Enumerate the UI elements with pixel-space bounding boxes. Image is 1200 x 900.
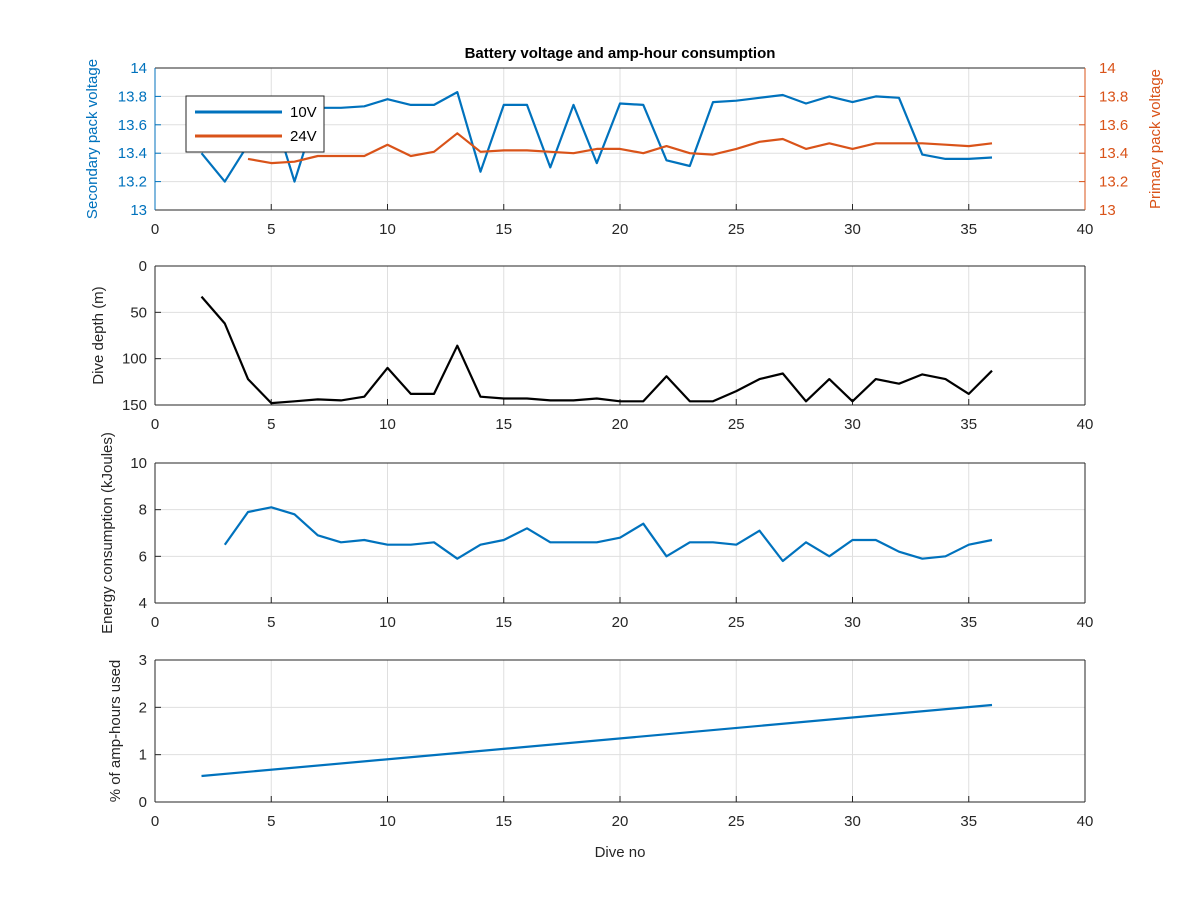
x-tick-label: 15 <box>495 221 512 238</box>
y-tick-label: 100 <box>122 351 147 368</box>
x-tick-label: 20 <box>612 614 629 631</box>
y-tick-label: 0 <box>139 794 147 811</box>
x-tick-label: 5 <box>267 813 275 830</box>
x-tick-label: 10 <box>379 614 396 631</box>
y-axis-label: % of amp-hours used <box>107 660 124 803</box>
x-tick-label: 30 <box>844 614 861 631</box>
x-tick-label: 0 <box>151 221 159 238</box>
x-tick-label: 35 <box>960 221 977 238</box>
x-tick-label: 15 <box>495 614 512 631</box>
y2-tick-label: 13.6 <box>1099 117 1128 134</box>
y-tick-label: 4 <box>139 595 147 612</box>
subplot-2: 0 5 10 15 20 25 30 35 40 0 50 100 150 Dive depth (m) <box>90 258 1093 433</box>
y2-tick-label: 13.2 <box>1099 174 1128 191</box>
series-line-10v <box>200 90 993 183</box>
legend-box <box>185 95 325 153</box>
y2-tick-label: 13.4 <box>1099 145 1128 162</box>
x-tick-label: 25 <box>728 614 745 631</box>
x-tick-label: 40 <box>1077 813 1094 830</box>
y2-tick-label: 13 <box>1099 202 1116 219</box>
series-line-p4-1 <box>201 703 993 778</box>
legend-label-10v: 10V <box>290 104 317 121</box>
x-tick-label: 20 <box>612 813 629 830</box>
y-axis-label: Secondary pack voltage <box>84 59 101 219</box>
x-tick-label: 20 <box>612 221 629 238</box>
y-tick-label: 3 <box>139 652 147 669</box>
x-tick-label: 40 <box>1077 416 1094 433</box>
y-tick-label: 13.2 <box>118 174 147 191</box>
x-axis-label: Dive no <box>595 844 646 861</box>
y-tick-label: 10 <box>130 455 147 472</box>
y2-tick-label: 14 <box>1099 60 1116 77</box>
x-tick-label: 10 <box>379 813 396 830</box>
x-tick-label: 15 <box>495 813 512 830</box>
subplot-1: 0 5 10 15 20 25 30 35 40 13 13.2 13.4 13.6 13.8 14 13 13… <box>84 59 1164 238</box>
x-tick-label: 20 <box>612 416 629 433</box>
y-tick-label: 6 <box>139 548 147 565</box>
x-tick-label: 25 <box>728 416 745 433</box>
y-tick-label: 13.4 <box>118 145 147 162</box>
series-line-p3-1 <box>223 506 993 563</box>
x-tick-label: 35 <box>960 614 977 631</box>
y-axis-label: Energy consumption (kJoules) <box>99 432 116 634</box>
x-tick-label: 0 <box>151 813 159 830</box>
y-tick-label: 13 <box>130 202 147 219</box>
series-line-p2-1 <box>200 295 993 405</box>
y-axis-label: Dive depth (m) <box>90 286 107 384</box>
chart-title: Battery voltage and amp-hour consumption <box>465 45 776 62</box>
y-tick-label: 150 <box>122 397 147 414</box>
y-tick-label: 14 <box>130 60 147 77</box>
y-tick-label: 1 <box>139 747 147 764</box>
y2-tick-label: 13.8 <box>1099 88 1128 105</box>
y-tick-label: 13.8 <box>118 88 147 105</box>
x-tick-label: 40 <box>1077 221 1094 238</box>
x-tick-label: 5 <box>267 614 275 631</box>
x-tick-label: 10 <box>379 221 396 238</box>
y-tick-label: 8 <box>139 502 147 519</box>
x-tick-label: 0 <box>151 416 159 433</box>
x-tick-label: 25 <box>728 221 745 238</box>
y-tick-label: 13.6 <box>118 117 147 134</box>
x-tick-label: 35 <box>960 813 977 830</box>
x-tick-label: 5 <box>267 416 275 433</box>
x-tick-label: 10 <box>379 416 396 433</box>
x-tick-label: 30 <box>844 416 861 433</box>
y-tick-label: 50 <box>130 304 147 321</box>
subplot-4: 0 5 10 15 20 25 30 35 40 0 1 2 3 % of amp-hours used D… <box>107 652 1093 861</box>
x-tick-label: 15 <box>495 416 512 433</box>
series-line-24v <box>247 132 993 165</box>
x-tick-label: 30 <box>844 813 861 830</box>
x-tick-label: 30 <box>844 221 861 238</box>
y2-axis-label: Primary pack voltage <box>1147 69 1164 209</box>
y-tick-label: 0 <box>139 258 147 275</box>
x-tick-label: 25 <box>728 813 745 830</box>
subplot-3: 0 5 10 15 20 25 30 35 40 4 6 8 10 Energy consumption … <box>99 432 1093 634</box>
x-tick-label: 35 <box>960 416 977 433</box>
y-tick-label: 2 <box>139 699 147 716</box>
x-tick-label: 5 <box>267 221 275 238</box>
x-tick-label: 40 <box>1077 614 1094 631</box>
x-tick-label: 0 <box>151 614 159 631</box>
legend-label-24v: 24V <box>290 128 317 145</box>
